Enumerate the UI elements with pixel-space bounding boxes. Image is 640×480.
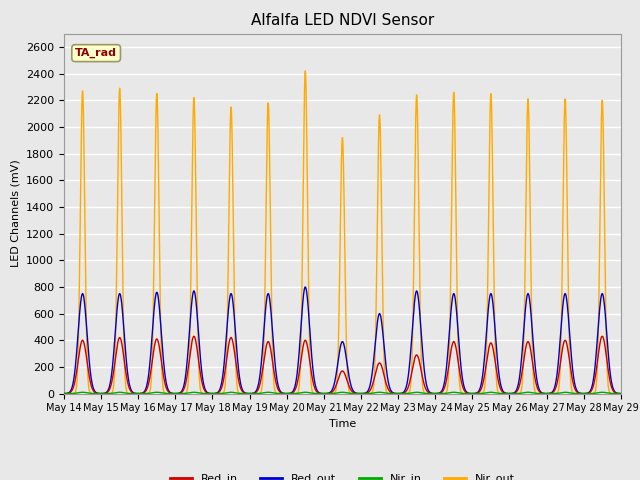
Legend: Red_in, Red_out, Nir_in, Nir_out: Red_in, Red_out, Nir_in, Nir_out [165,469,520,480]
Title: Alfalfa LED NDVI Sensor: Alfalfa LED NDVI Sensor [251,13,434,28]
X-axis label: Time: Time [329,419,356,429]
Y-axis label: LED Channels (mV): LED Channels (mV) [10,160,20,267]
Text: TA_rad: TA_rad [75,48,117,58]
